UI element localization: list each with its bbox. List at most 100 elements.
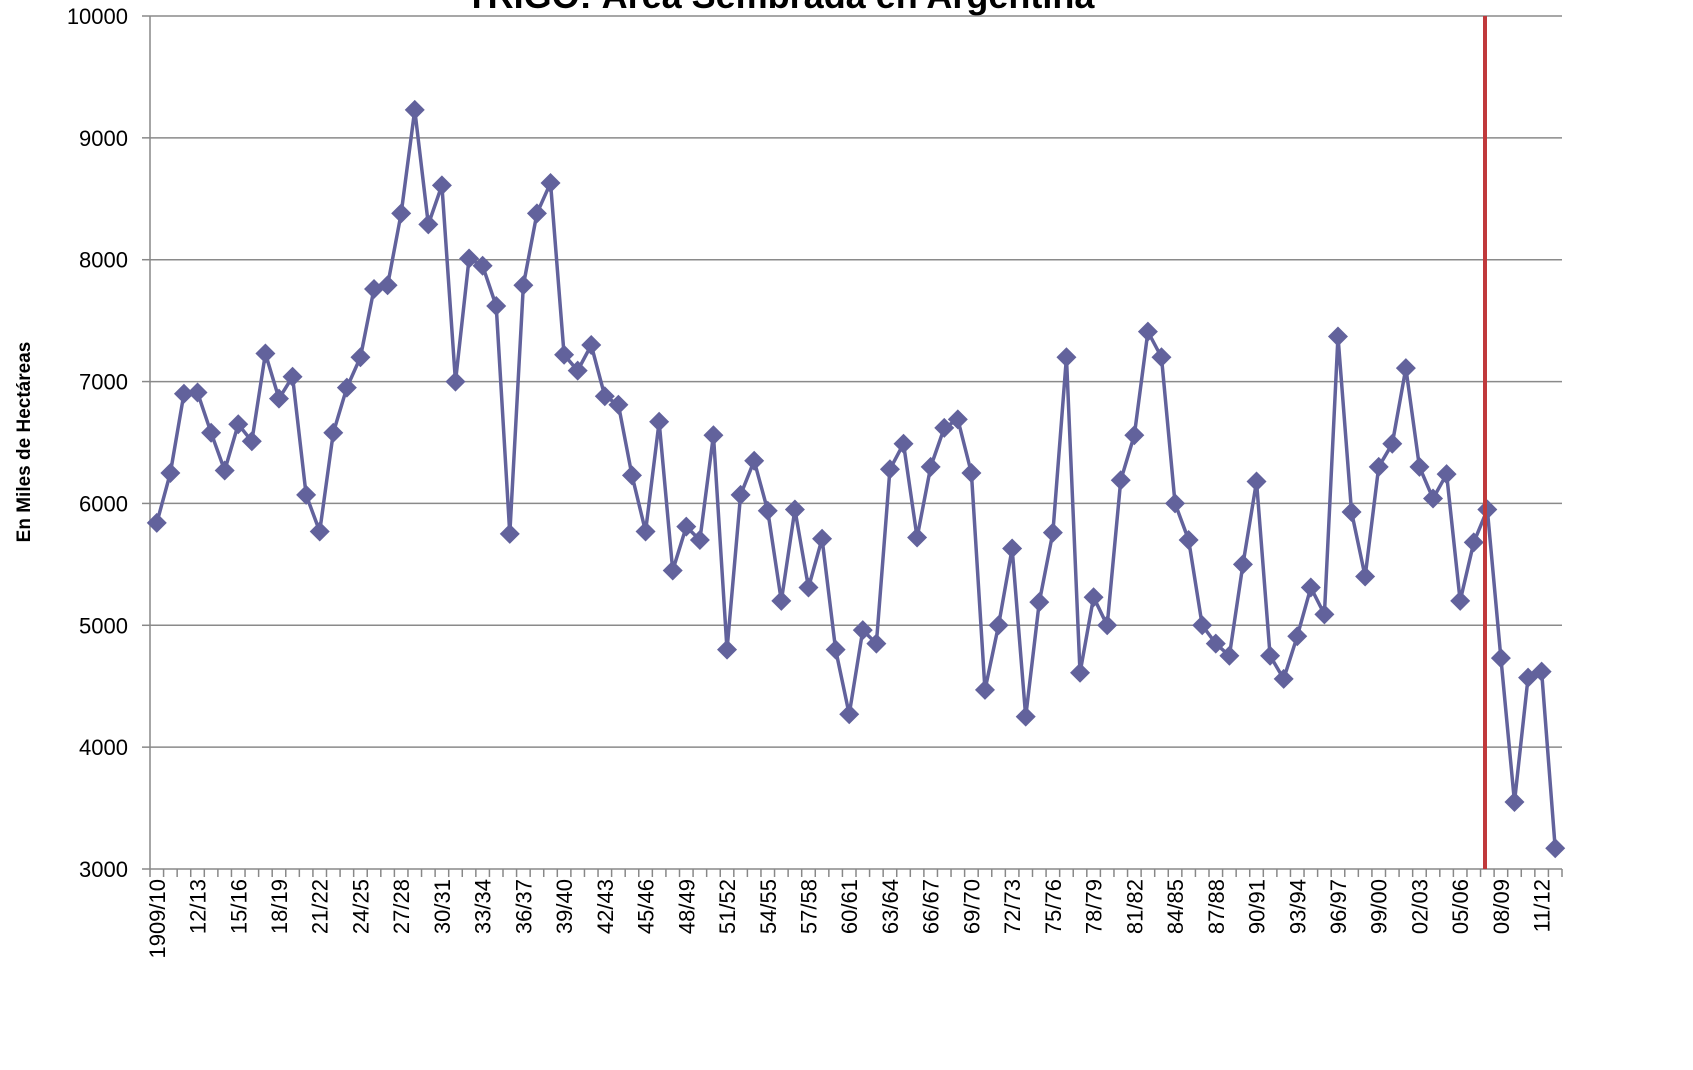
data-point (866, 633, 887, 654)
x-tick-label: 78/79 (1082, 879, 1107, 934)
data-point (1260, 645, 1281, 666)
x-tick-label: 99/00 (1367, 879, 1392, 934)
x-tick-label: 81/82 (1122, 879, 1147, 934)
data-point (1029, 592, 1050, 613)
data-point (309, 521, 330, 542)
data-point (798, 577, 819, 598)
x-tick-label: 57/58 (796, 879, 821, 934)
data-point (1015, 706, 1036, 727)
x-tick-label: 45/46 (634, 879, 659, 934)
data-point (1341, 501, 1362, 522)
data-point (1477, 499, 1498, 520)
data-point (649, 411, 670, 432)
y-tick-label: 10000 (67, 4, 128, 29)
data-point (689, 529, 710, 550)
x-tick-label: 21/22 (308, 879, 333, 934)
x-tick-label: 48/49 (674, 879, 699, 934)
data-point (160, 462, 181, 483)
data-point (255, 343, 276, 364)
x-tick-label: 08/09 (1489, 879, 1514, 934)
data-point (1042, 522, 1063, 543)
data-point (1232, 554, 1253, 575)
data-point (1287, 626, 1308, 647)
x-tick-label: 15/16 (226, 879, 251, 934)
data-point (825, 639, 846, 660)
x-tick-label: 66/67 (919, 879, 944, 934)
data-point (377, 275, 398, 296)
x-tick-label: 54/55 (756, 879, 781, 934)
x-tick-label: 84/85 (1163, 879, 1188, 934)
data-point (146, 512, 167, 533)
data-point (1137, 321, 1158, 342)
x-tick-label: 30/31 (430, 879, 455, 934)
data-point (1382, 433, 1403, 454)
data-point (1192, 615, 1213, 636)
data-point (1056, 347, 1077, 368)
data-point (1327, 326, 1348, 347)
x-tick-label: 93/94 (1285, 879, 1310, 934)
data-point (812, 528, 833, 549)
data-point (961, 462, 982, 483)
data-point (974, 679, 995, 700)
x-tick-label: 90/91 (1245, 879, 1270, 934)
data-point (1124, 425, 1145, 446)
data-point (268, 388, 289, 409)
data-point (852, 620, 873, 641)
data-point (1151, 347, 1172, 368)
x-tick-label: 63/64 (878, 879, 903, 934)
data-point (594, 386, 615, 407)
data-point (1273, 668, 1294, 689)
data-point (1110, 470, 1131, 491)
x-tick-label: 36/37 (511, 879, 536, 934)
data-point (1531, 661, 1552, 682)
data-point (404, 99, 425, 120)
data-point (730, 484, 751, 505)
data-point (540, 172, 561, 193)
data-point (879, 459, 900, 480)
data-point (1300, 577, 1321, 598)
data-point (635, 521, 656, 542)
data-point (662, 560, 683, 581)
data-point (1409, 456, 1430, 477)
x-tick-label: 18/19 (267, 879, 292, 934)
data-point (445, 371, 466, 392)
data-point (988, 615, 1009, 636)
data-point (499, 523, 520, 544)
data-point (771, 590, 792, 611)
y-tick-label: 3000 (79, 857, 128, 882)
y-tick-label: 6000 (79, 491, 128, 516)
y-tick-label: 7000 (79, 370, 128, 395)
data-point (486, 296, 507, 317)
y-tick-label: 9000 (79, 126, 128, 151)
y-tick-label: 5000 (79, 613, 128, 638)
data-point (893, 433, 914, 454)
data-point (947, 409, 968, 430)
x-tick-label: 72/73 (1000, 879, 1025, 934)
x-tick-label: 27/28 (389, 879, 414, 934)
x-tick-label: 75/76 (1041, 879, 1066, 934)
data-point (1070, 662, 1091, 683)
data-point (459, 248, 480, 269)
data-point (1423, 488, 1444, 509)
x-tick-label: 60/61 (837, 879, 862, 934)
data-point (214, 460, 235, 481)
data-point (1504, 791, 1525, 812)
data-point (784, 499, 805, 520)
data-point (1219, 645, 1240, 666)
data-point (703, 425, 724, 446)
data-point (608, 394, 629, 415)
x-tick-label: 02/03 (1407, 879, 1432, 934)
data-point (173, 383, 194, 404)
data-point (1355, 566, 1376, 587)
y-tick-label: 8000 (79, 248, 128, 273)
data-point (1246, 471, 1267, 492)
data-point (323, 422, 344, 443)
data-point (1002, 538, 1023, 559)
data-point (1083, 587, 1104, 608)
data-point (1490, 648, 1511, 669)
data-point (1314, 604, 1335, 625)
data-point (757, 500, 778, 521)
y-axis-label: En Miles de Hectáreas (14, 342, 35, 543)
data-point (1395, 358, 1416, 379)
